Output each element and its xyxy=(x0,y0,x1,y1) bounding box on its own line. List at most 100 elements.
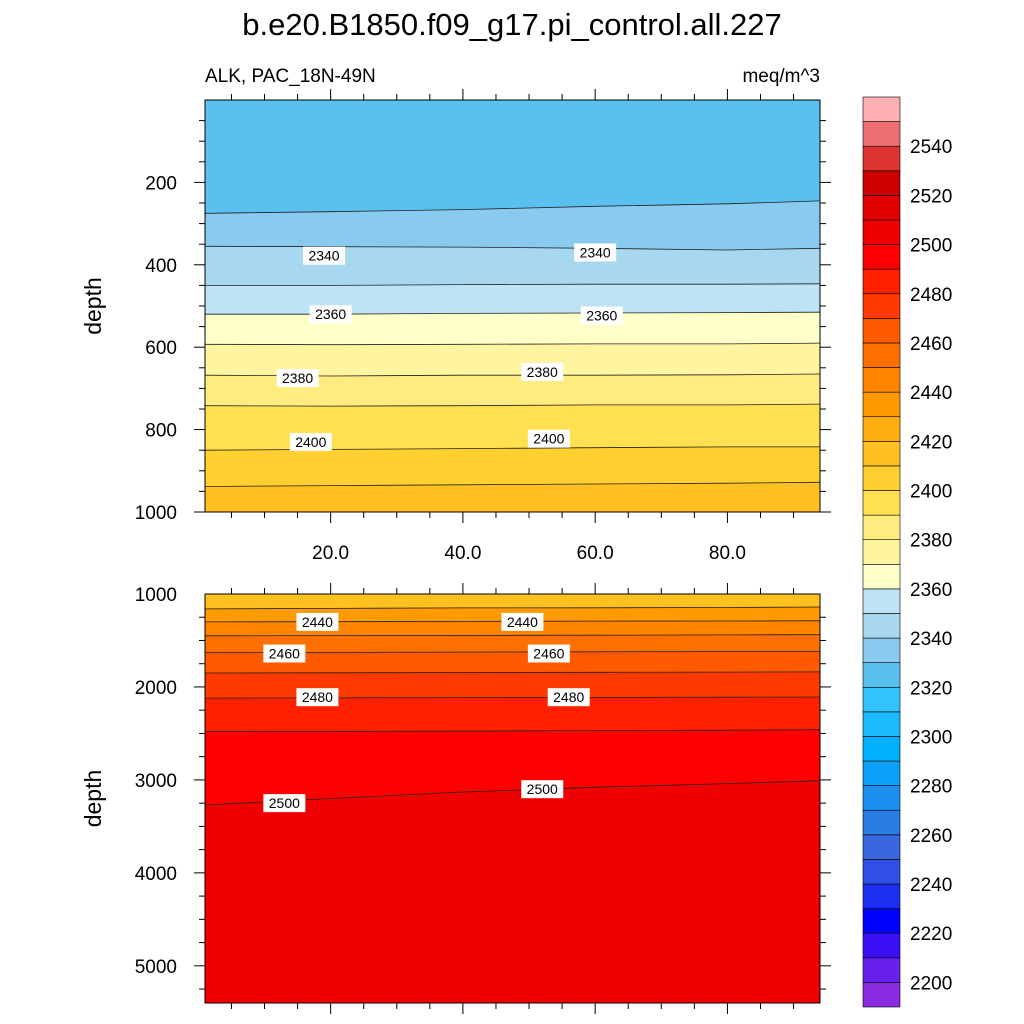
contour-label: 2500 xyxy=(521,780,564,799)
colorbar-segment xyxy=(862,563,901,590)
y-tick-label: 200 xyxy=(145,173,177,194)
plot-frame xyxy=(204,593,821,1004)
colorbar-segment xyxy=(862,170,901,196)
colorbar-segment xyxy=(862,367,901,393)
colorbar-segment xyxy=(862,662,901,688)
colorbar-segment xyxy=(862,957,901,983)
colorbar-segment xyxy=(862,539,901,565)
colorbar-segment xyxy=(862,809,901,836)
contour-label: 2500 xyxy=(263,794,306,813)
contour-line xyxy=(205,245,820,251)
colorbar-segment xyxy=(862,932,901,959)
colorbar-segment xyxy=(862,416,901,442)
contour-line xyxy=(205,200,820,214)
x-tick-label: 40.0 xyxy=(444,543,481,564)
svg-text:2360: 2360 xyxy=(586,307,617,323)
svg-text:2460: 2460 xyxy=(269,645,300,661)
svg-text:2460: 2460 xyxy=(533,645,564,661)
y-tick-label: 600 xyxy=(145,338,177,359)
colorbar-segment xyxy=(862,711,901,737)
colorbar-segment xyxy=(862,760,901,786)
contour-label: 2460 xyxy=(527,644,570,663)
colorbar-label: 2420 xyxy=(910,432,952,453)
contour-label: 2440 xyxy=(501,612,544,631)
contour-label: 2440 xyxy=(296,612,339,631)
contour-line xyxy=(205,729,820,732)
colorbar-segment xyxy=(862,121,901,147)
svg-text:2500: 2500 xyxy=(269,795,300,811)
colorbar-segment xyxy=(862,96,901,122)
contour-label: 2380 xyxy=(276,369,319,388)
colorbar-segment xyxy=(862,908,901,934)
contour-line xyxy=(205,481,820,487)
upper-panel: 2340 2340 2360 2360 2380 2380 2400 2400 20.0 40.0… xyxy=(80,89,831,564)
svg-text:2440: 2440 xyxy=(507,614,538,630)
colorbar-segment xyxy=(862,588,901,614)
colorbar-segment xyxy=(862,342,901,368)
contour-line xyxy=(205,634,820,637)
colorbar-segment xyxy=(862,195,901,221)
contour-label: 2480 xyxy=(296,688,339,707)
colorbar-segment xyxy=(862,736,901,762)
svg-text:2360: 2360 xyxy=(315,306,346,322)
colorbar-label: 2320 xyxy=(910,678,952,699)
colorbar-label: 2360 xyxy=(910,580,952,601)
svg-text:2400: 2400 xyxy=(533,431,564,447)
contour-line xyxy=(205,606,820,610)
colorbar-segment xyxy=(862,268,901,295)
contour-label: 2360 xyxy=(309,305,352,324)
contour-label: 2460 xyxy=(263,644,306,663)
contour-label: 2340 xyxy=(574,243,617,262)
colorbar-label: 2240 xyxy=(910,875,952,896)
contour-line xyxy=(205,283,820,286)
svg-text:2480: 2480 xyxy=(553,689,584,705)
svg-text:2380: 2380 xyxy=(527,364,558,380)
x-tick-label: 20.0 xyxy=(312,543,349,564)
colorbar-label: 2380 xyxy=(910,531,952,552)
y-tick-label: 5000 xyxy=(135,957,177,978)
figure-title: b.e20.B1850.f09_g17.pi_control.all.227 xyxy=(242,7,782,42)
colorbar-segment xyxy=(862,219,901,245)
y-tick-label: 1000 xyxy=(135,585,177,606)
colorbar-segment xyxy=(862,293,901,319)
units-subtitle: meq/m^3 xyxy=(742,66,820,87)
y-tick-label: 4000 xyxy=(135,864,177,885)
colorbar-label: 2460 xyxy=(910,334,952,355)
svg-text:2340: 2340 xyxy=(580,244,611,260)
svg-text:2440: 2440 xyxy=(302,614,333,630)
colorbar-label: 2480 xyxy=(910,285,952,306)
contour-band xyxy=(205,482,820,512)
colorbar-label: 2400 xyxy=(910,482,952,503)
y-axis-label: depth xyxy=(80,277,106,335)
svg-text:2500: 2500 xyxy=(527,781,558,797)
colorbar-label: 2500 xyxy=(910,236,952,257)
colorbar-segment xyxy=(862,441,901,467)
colorbar-label: 2520 xyxy=(910,186,952,207)
colorbar-segment xyxy=(862,244,901,270)
contour-label: 2340 xyxy=(303,246,346,265)
colorbar-segment xyxy=(862,391,901,418)
colorbar-label: 2220 xyxy=(910,924,952,945)
contour-line xyxy=(205,403,820,407)
colorbar-label: 2300 xyxy=(910,727,952,748)
colorbar: 2200 2220 2240 2260 2280 2300 2320 2340 2360 2380… xyxy=(862,96,952,1008)
colorbar-segment xyxy=(862,613,901,639)
contour-band xyxy=(205,780,820,1003)
svg-text:2340: 2340 xyxy=(308,248,339,264)
svg-text:2480: 2480 xyxy=(302,689,333,705)
colorbar-label: 2280 xyxy=(910,777,952,798)
contour-line xyxy=(205,342,820,346)
contour-line xyxy=(205,671,820,674)
y-tick-label: 400 xyxy=(145,256,177,277)
colorbar-segment xyxy=(862,465,901,491)
contour-label: 2380 xyxy=(521,362,564,381)
colorbar-label: 2540 xyxy=(910,137,952,158)
colorbar-segment xyxy=(862,318,901,344)
colorbar-segment xyxy=(862,637,901,663)
colorbar-segment xyxy=(862,982,901,1008)
svg-text:2380: 2380 xyxy=(282,370,313,386)
colorbar-segment xyxy=(862,859,901,885)
contour-label: 2400 xyxy=(527,429,570,448)
contour-label: 2480 xyxy=(547,688,590,707)
